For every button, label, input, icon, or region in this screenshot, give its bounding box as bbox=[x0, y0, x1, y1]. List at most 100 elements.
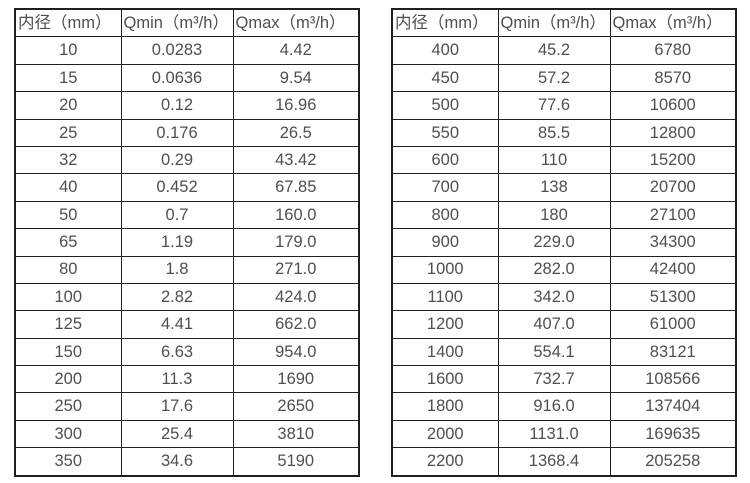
table-cell: 200 bbox=[14, 365, 122, 394]
flow-table-large-diameter: 内径（mm） Qmin（m³/h） Qmax（m³/h） 400 45.2 6780… bbox=[391, 8, 737, 477]
table-cell: 110 bbox=[497, 145, 611, 175]
table-cell: 11.3 bbox=[120, 365, 234, 394]
table-cell: 77.6 bbox=[497, 91, 611, 120]
table-cell: 1800 bbox=[391, 392, 499, 421]
table-cell: 300 bbox=[14, 419, 122, 449]
table-cell: 150 bbox=[14, 337, 122, 367]
table-cell: 282.0 bbox=[497, 255, 611, 284]
table-cell: 57.2 bbox=[497, 63, 611, 93]
table-row: 32 0.29 43.42 bbox=[14, 145, 360, 175]
table-cell: 0.12 bbox=[120, 91, 234, 120]
table-row: 15 0.0636 9.54 bbox=[14, 63, 360, 93]
table-cell: 732.7 bbox=[497, 365, 611, 394]
table-cell: 3810 bbox=[232, 419, 360, 449]
table-cell: 34.6 bbox=[120, 447, 234, 477]
col-header-qmax: Qmax（m³/h） bbox=[609, 8, 737, 38]
header-row: 内径（mm） Qmin（m³/h） Qmax（m³/h） bbox=[14, 8, 360, 38]
table-row: 100 2.82 424.0 bbox=[14, 282, 360, 312]
table-cell: 65 bbox=[14, 228, 122, 257]
table-cell: 1200 bbox=[391, 310, 499, 339]
col-header-qmin: Qmin（m³/h） bbox=[120, 8, 234, 38]
table-row: 500 77.6 10600 bbox=[391, 91, 737, 120]
table-cell: 50 bbox=[14, 200, 122, 230]
table-row: 2000 1131.0 169635 bbox=[391, 419, 737, 449]
table-cell: 45.2 bbox=[497, 36, 611, 65]
table-cell: 1131.0 bbox=[497, 419, 611, 449]
header-row: 内径（mm） Qmin（m³/h） Qmax（m³/h） bbox=[391, 8, 737, 38]
table-cell: 916.0 bbox=[497, 392, 611, 421]
table-cell: 0.29 bbox=[120, 145, 234, 175]
table-cell: 83121 bbox=[609, 337, 737, 367]
table-row: 700 138 20700 bbox=[391, 173, 737, 202]
table-cell: 137404 bbox=[609, 392, 737, 421]
table-row: 600 110 15200 bbox=[391, 145, 737, 175]
table-cell: 12800 bbox=[609, 118, 737, 147]
table-cell: 0.0636 bbox=[120, 63, 234, 93]
table-cell: 700 bbox=[391, 173, 499, 202]
table-row: 450 57.2 8570 bbox=[391, 63, 737, 93]
table-row: 1600 732.7 108566 bbox=[391, 365, 737, 394]
col-header-qmin: Qmin（m³/h） bbox=[497, 8, 611, 38]
table-cell: 32 bbox=[14, 145, 122, 175]
table-row: 250 17.6 2650 bbox=[14, 392, 360, 421]
table-row: 50 0.7 160.0 bbox=[14, 200, 360, 230]
table-row: 10 0.0283 4.42 bbox=[14, 36, 360, 65]
table-row: 1400 554.1 83121 bbox=[391, 337, 737, 367]
table-row: 125 4.41 662.0 bbox=[14, 310, 360, 339]
table-cell: 16.96 bbox=[232, 91, 360, 120]
table-cell: 2000 bbox=[391, 419, 499, 449]
table-cell: 125 bbox=[14, 310, 122, 339]
table-cell: 271.0 bbox=[232, 255, 360, 284]
table-cell: 424.0 bbox=[232, 282, 360, 312]
table-cell: 342.0 bbox=[497, 282, 611, 312]
table-cell: 43.42 bbox=[232, 145, 360, 175]
table-cell: 160.0 bbox=[232, 200, 360, 230]
table-row: 1100 342.0 51300 bbox=[391, 282, 737, 312]
table-cell: 2200 bbox=[391, 447, 499, 477]
table-cell: 407.0 bbox=[497, 310, 611, 339]
table-row: 40 0.452 67.85 bbox=[14, 173, 360, 202]
table-cell: 2650 bbox=[232, 392, 360, 421]
table-cell: 0.176 bbox=[120, 118, 234, 147]
table-cell: 400 bbox=[391, 36, 499, 65]
table-row: 800 180 27100 bbox=[391, 200, 737, 230]
table-row: 900 229.0 34300 bbox=[391, 228, 737, 257]
table-row: 200 11.3 1690 bbox=[14, 365, 360, 394]
table-cell: 1000 bbox=[391, 255, 499, 284]
table-row: 80 1.8 271.0 bbox=[14, 255, 360, 284]
table-cell: 0.7 bbox=[120, 200, 234, 230]
table-cell: 1690 bbox=[232, 365, 360, 394]
table-cell: 250 bbox=[14, 392, 122, 421]
table-row: 1800 916.0 137404 bbox=[391, 392, 737, 421]
table-cell: 229.0 bbox=[497, 228, 611, 257]
table-row: 20 0.12 16.96 bbox=[14, 91, 360, 120]
table-cell: 179.0 bbox=[232, 228, 360, 257]
table-cell: 450 bbox=[391, 63, 499, 93]
table-cell: 180 bbox=[497, 200, 611, 230]
table-cell: 40 bbox=[14, 173, 122, 202]
table-cell: 17.6 bbox=[120, 392, 234, 421]
table-cell: 1400 bbox=[391, 337, 499, 367]
table-cell: 550 bbox=[391, 118, 499, 147]
col-header-qmax: Qmax（m³/h） bbox=[232, 8, 360, 38]
table-cell: 108566 bbox=[609, 365, 737, 394]
table-cell: 350 bbox=[14, 447, 122, 477]
table-cell: 6.63 bbox=[120, 337, 234, 367]
table-cell: 42400 bbox=[609, 255, 737, 284]
table-row: 550 85.5 12800 bbox=[391, 118, 737, 147]
table-cell: 10 bbox=[14, 36, 122, 65]
table-cell: 554.1 bbox=[497, 337, 611, 367]
table-cell: 80 bbox=[14, 255, 122, 284]
table-cell: 500 bbox=[391, 91, 499, 120]
table-cell: 25 bbox=[14, 118, 122, 147]
table-row: 2200 1368.4 205258 bbox=[391, 447, 737, 477]
col-header-diameter: 内径（mm） bbox=[391, 8, 499, 38]
table-cell: 205258 bbox=[609, 447, 737, 477]
flow-table-small-diameter: 内径（mm） Qmin（m³/h） Qmax（m³/h） 10 0.0283 4.4… bbox=[14, 8, 360, 477]
table-row: 65 1.19 179.0 bbox=[14, 228, 360, 257]
table-cell: 20 bbox=[14, 91, 122, 120]
table-cell: 1100 bbox=[391, 282, 499, 312]
table-cell: 1.8 bbox=[120, 255, 234, 284]
table-cell: 600 bbox=[391, 145, 499, 175]
table-cell: 4.41 bbox=[120, 310, 234, 339]
